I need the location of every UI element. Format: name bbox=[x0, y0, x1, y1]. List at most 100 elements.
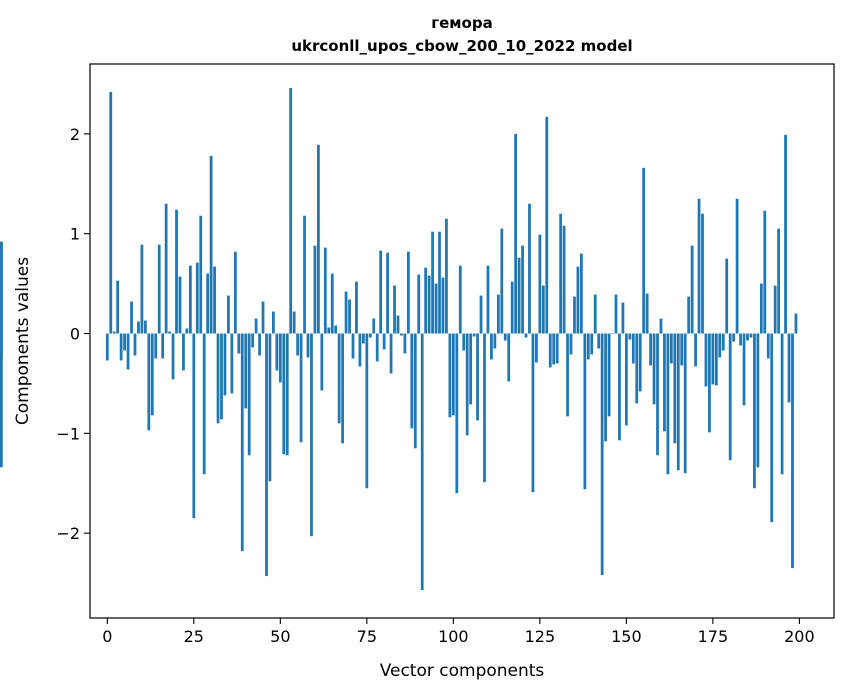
bar bbox=[559, 213, 563, 334]
bar bbox=[220, 333, 223, 420]
bar bbox=[157, 244, 161, 334]
bar bbox=[313, 245, 317, 334]
bar bbox=[483, 333, 486, 483]
bar bbox=[323, 247, 327, 334]
bar bbox=[192, 333, 196, 519]
y-tick-label: 2 bbox=[70, 125, 80, 144]
bar bbox=[337, 333, 341, 424]
bar bbox=[455, 333, 459, 494]
x-axis-label: Vector components bbox=[380, 661, 545, 681]
bar bbox=[130, 301, 133, 334]
bar bbox=[0, 333, 3, 356]
bar bbox=[389, 333, 393, 374]
bar bbox=[604, 333, 607, 442]
bar bbox=[635, 333, 639, 404]
bar bbox=[586, 333, 590, 360]
bar bbox=[535, 333, 538, 363]
bar bbox=[642, 167, 646, 334]
bar bbox=[628, 333, 632, 340]
bar bbox=[285, 333, 289, 456]
x-tick-label: 50 bbox=[270, 627, 290, 646]
bar bbox=[123, 333, 126, 351]
bar bbox=[773, 285, 777, 334]
bar bbox=[545, 116, 549, 334]
bar bbox=[275, 333, 279, 371]
bar bbox=[638, 333, 642, 392]
bar bbox=[552, 333, 556, 365]
bar bbox=[126, 333, 130, 370]
bar bbox=[566, 333, 569, 417]
bar bbox=[268, 333, 272, 482]
bar bbox=[272, 311, 275, 334]
bar bbox=[258, 333, 261, 356]
bar bbox=[161, 333, 165, 359]
bar bbox=[299, 333, 303, 443]
bar bbox=[105, 333, 109, 361]
bar bbox=[413, 333, 417, 449]
bar bbox=[247, 333, 251, 456]
bar bbox=[303, 215, 306, 334]
chart-subtitle: ukrconll_upos_cbow_200_10_2022 model bbox=[291, 37, 632, 55]
x-tick-label: 75 bbox=[357, 627, 377, 646]
bar bbox=[791, 333, 794, 569]
bar bbox=[780, 333, 784, 475]
bar bbox=[406, 251, 410, 334]
bar bbox=[424, 267, 428, 334]
bar bbox=[746, 333, 749, 341]
bar bbox=[292, 311, 296, 334]
bar bbox=[237, 333, 241, 354]
bar bbox=[289, 87, 293, 334]
bar bbox=[548, 333, 552, 368]
bar bbox=[528, 203, 531, 334]
bar bbox=[400, 333, 403, 336]
bar bbox=[600, 333, 604, 576]
bar bbox=[732, 333, 736, 342]
bar bbox=[759, 283, 763, 334]
bar bbox=[770, 333, 774, 523]
bar bbox=[500, 228, 504, 334]
bar bbox=[697, 198, 701, 334]
bar bbox=[593, 294, 597, 334]
bar bbox=[569, 333, 573, 355]
bar bbox=[701, 213, 704, 334]
bar bbox=[607, 333, 611, 417]
bar bbox=[469, 333, 473, 405]
bar bbox=[669, 333, 673, 364]
bar bbox=[403, 333, 407, 354]
bar bbox=[749, 333, 753, 338]
bar bbox=[708, 333, 711, 433]
bar bbox=[182, 333, 185, 371]
bar bbox=[714, 333, 718, 386]
bar bbox=[735, 198, 739, 334]
bar bbox=[178, 276, 182, 334]
bar bbox=[164, 203, 168, 334]
bar bbox=[109, 91, 113, 334]
bar bbox=[361, 333, 365, 344]
bar bbox=[348, 299, 351, 334]
bar bbox=[150, 333, 154, 416]
x-tick-label: 125 bbox=[525, 627, 556, 646]
bar bbox=[227, 295, 230, 334]
bar bbox=[306, 333, 310, 358]
bar bbox=[375, 333, 379, 362]
bar bbox=[687, 296, 691, 334]
y-axis-label: Components values bbox=[13, 257, 33, 425]
x-tick-label: 200 bbox=[784, 627, 815, 646]
y-tick-label: 0 bbox=[70, 325, 80, 344]
bar bbox=[742, 333, 746, 406]
bar bbox=[621, 302, 625, 334]
bar bbox=[517, 257, 521, 334]
bar bbox=[673, 333, 677, 444]
x-tick-label: 150 bbox=[611, 627, 642, 646]
bar bbox=[143, 320, 147, 334]
bar bbox=[133, 333, 137, 356]
bar bbox=[562, 225, 566, 334]
bar bbox=[711, 333, 715, 385]
bar bbox=[358, 333, 362, 367]
bar bbox=[112, 331, 116, 334]
bar bbox=[451, 333, 455, 416]
bar bbox=[794, 313, 798, 334]
bar bbox=[787, 333, 791, 403]
bar bbox=[431, 231, 434, 334]
bar bbox=[233, 251, 237, 334]
